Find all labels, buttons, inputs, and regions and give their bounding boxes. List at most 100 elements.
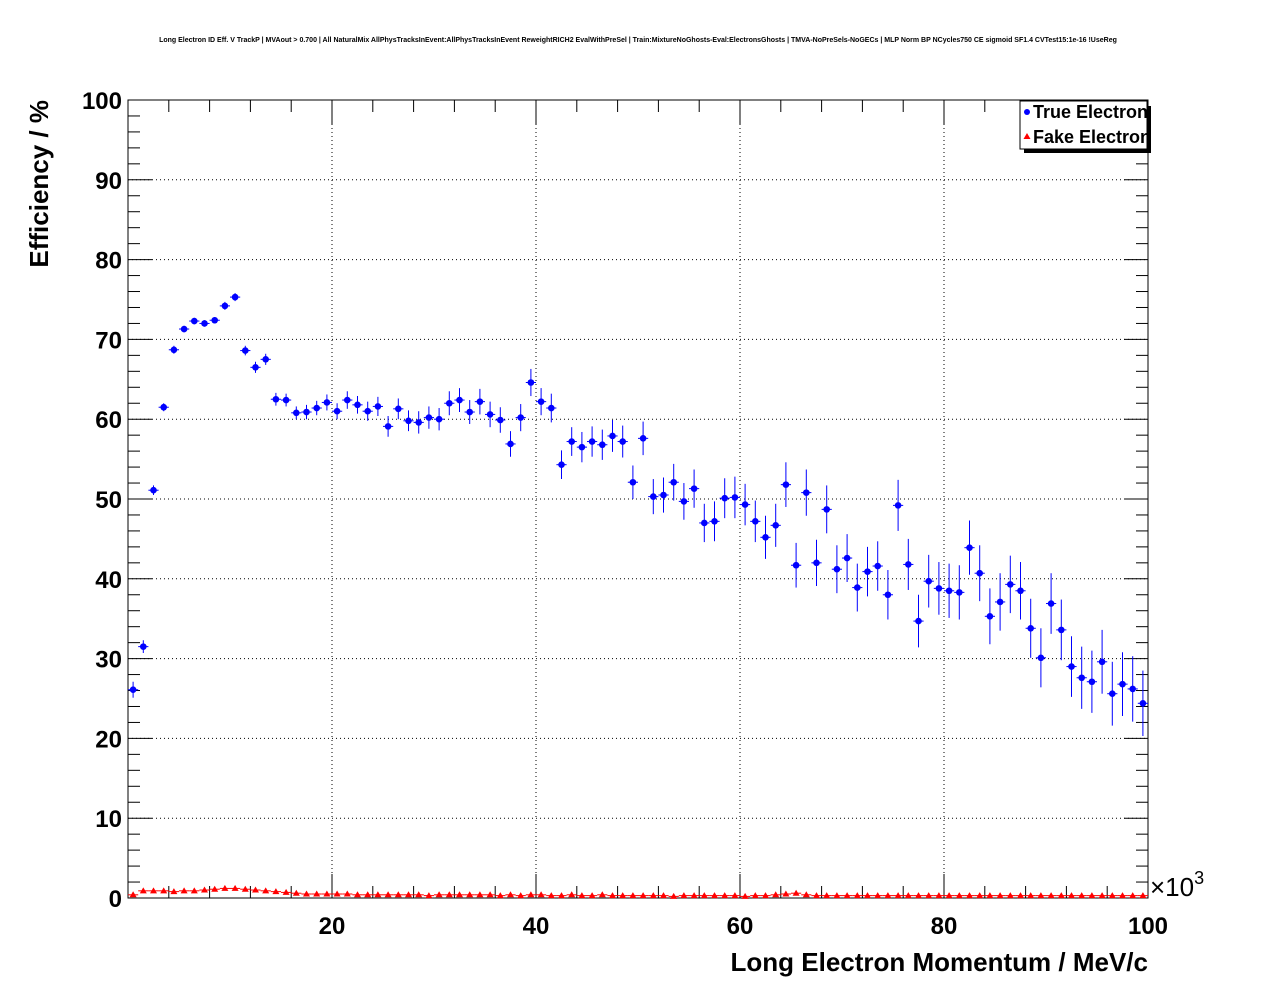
grid-layer <box>128 100 1148 898</box>
data-point-true-electron <box>1098 658 1106 666</box>
data-point-fake-electron <box>782 890 790 897</box>
data-point-true-electron <box>578 443 586 451</box>
data-point-true-electron <box>395 405 402 413</box>
data-point-true-electron <box>843 554 851 562</box>
data-point-true-electron <box>282 396 290 404</box>
data-point-fake-electron <box>272 888 280 895</box>
svg-text:×103: ×103 <box>1150 868 1204 902</box>
data-point-true-electron <box>905 561 912 568</box>
data-point-fake-electron <box>415 891 423 898</box>
data-point-true-electron <box>323 399 331 406</box>
data-point-fake-electron <box>211 885 219 892</box>
data-point-true-electron <box>313 404 321 412</box>
data-point-fake-electron <box>741 892 749 899</box>
axes-layer: 0 10 20 30 40 50 60 70 80 90 100 20 40 60 80 100 <box>82 88 1168 940</box>
y-tick-label: 70 <box>95 327 122 354</box>
data-point-fake-electron <box>833 892 841 899</box>
data-point-fake-electron <box>700 892 708 899</box>
data-point-fake-electron <box>751 892 759 899</box>
y-tick-label: 90 <box>95 168 122 195</box>
data-point-true-electron <box>293 409 300 417</box>
data-point-true-electron <box>1007 581 1014 588</box>
data-point-true-electron <box>180 325 188 333</box>
data-point-fake-electron <box>486 891 494 898</box>
data-point-true-electron <box>782 481 790 488</box>
data-point-true-electron <box>680 498 688 505</box>
data-point-true-electron <box>1017 587 1024 595</box>
x-axis-label: Long Electron Momentum / MeV/c <box>731 947 1148 977</box>
data-point-true-electron <box>996 598 1004 606</box>
data-point-true-electron <box>160 403 167 411</box>
data-point-fake-electron <box>354 891 361 898</box>
data-point-true-electron <box>986 613 994 620</box>
data-point-fake-electron <box>1108 892 1116 899</box>
data-point-fake-electron <box>588 892 596 899</box>
data-point-true-electron <box>537 398 545 405</box>
data-point-fake-electron <box>374 891 382 898</box>
data-point-fake-electron <box>496 892 504 899</box>
data-point-true-electron <box>272 395 280 403</box>
data-point-fake-electron <box>680 892 688 899</box>
data-point-true-electron <box>609 432 616 440</box>
data-point-true-electron <box>976 569 983 577</box>
x-tick-label: 20 <box>319 913 346 940</box>
data-point-fake-electron <box>190 887 198 894</box>
data-point-fake-electron <box>129 891 137 898</box>
data-point-fake-electron <box>231 884 239 891</box>
data-point-fake-electron <box>649 892 657 899</box>
data-point-fake-electron <box>955 892 963 899</box>
data-point-true-electron <box>211 316 218 324</box>
data-point-fake-electron <box>394 891 402 898</box>
series-true-electron <box>128 293 1148 737</box>
data-point-fake-electron <box>802 891 810 898</box>
y-tick-label: 80 <box>95 248 122 275</box>
data-point-fake-electron <box>1027 892 1035 899</box>
data-point-fake-electron <box>660 892 667 899</box>
data-point-true-electron <box>527 379 535 386</box>
data-point-fake-electron <box>598 891 606 898</box>
data-point-true-electron <box>425 414 433 421</box>
data-point-fake-electron <box>343 890 351 897</box>
data-point-true-electron <box>303 408 310 416</box>
data-point-fake-electron <box>935 892 943 899</box>
data-point-true-electron <box>1078 674 1085 682</box>
data-point-true-electron <box>731 494 739 501</box>
data-point-true-electron <box>670 478 677 486</box>
data-point-true-electron <box>813 559 820 567</box>
data-point-fake-electron <box>762 892 769 899</box>
data-point-true-electron <box>231 293 239 301</box>
data-point-fake-electron <box>537 891 545 898</box>
x-tick-label: 60 <box>727 913 754 940</box>
data-point-true-electron <box>201 320 208 327</box>
y-tick-label: 20 <box>95 726 122 753</box>
legend-marker-true-electron <box>1024 109 1030 115</box>
x-tick-label: 40 <box>523 913 550 940</box>
data-point-true-electron <box>221 302 229 310</box>
data-point-fake-electron <box>201 886 208 893</box>
data-point-fake-electron <box>517 892 525 899</box>
data-point-fake-electron <box>894 892 902 899</box>
data-point-fake-electron <box>1129 892 1137 899</box>
data-point-fake-electron <box>1119 892 1126 899</box>
data-point-fake-electron <box>160 887 168 894</box>
data-point-fake-electron <box>853 892 861 899</box>
data-layer <box>128 293 1148 899</box>
data-point-fake-electron <box>282 888 290 895</box>
data-point-true-electron <box>1058 626 1065 634</box>
y-axis-label: Efficiency / % <box>24 100 54 268</box>
y-tick-label: 10 <box>95 806 122 833</box>
data-point-fake-electron <box>639 892 647 899</box>
data-point-true-electron <box>966 544 973 551</box>
data-point-fake-electron <box>619 892 627 899</box>
data-point-true-electron <box>701 519 708 527</box>
data-point-fake-electron <box>609 892 616 899</box>
x-multiplier-base: ×10 <box>1150 872 1194 902</box>
data-point-true-electron <box>517 414 524 421</box>
data-point-fake-electron <box>884 892 892 899</box>
data-point-fake-electron <box>303 890 310 897</box>
data-point-true-electron <box>874 562 881 570</box>
data-point-fake-electron <box>527 891 535 898</box>
data-point-fake-electron <box>568 891 576 898</box>
data-point-fake-electron <box>578 892 586 899</box>
data-point-fake-electron <box>547 892 555 899</box>
